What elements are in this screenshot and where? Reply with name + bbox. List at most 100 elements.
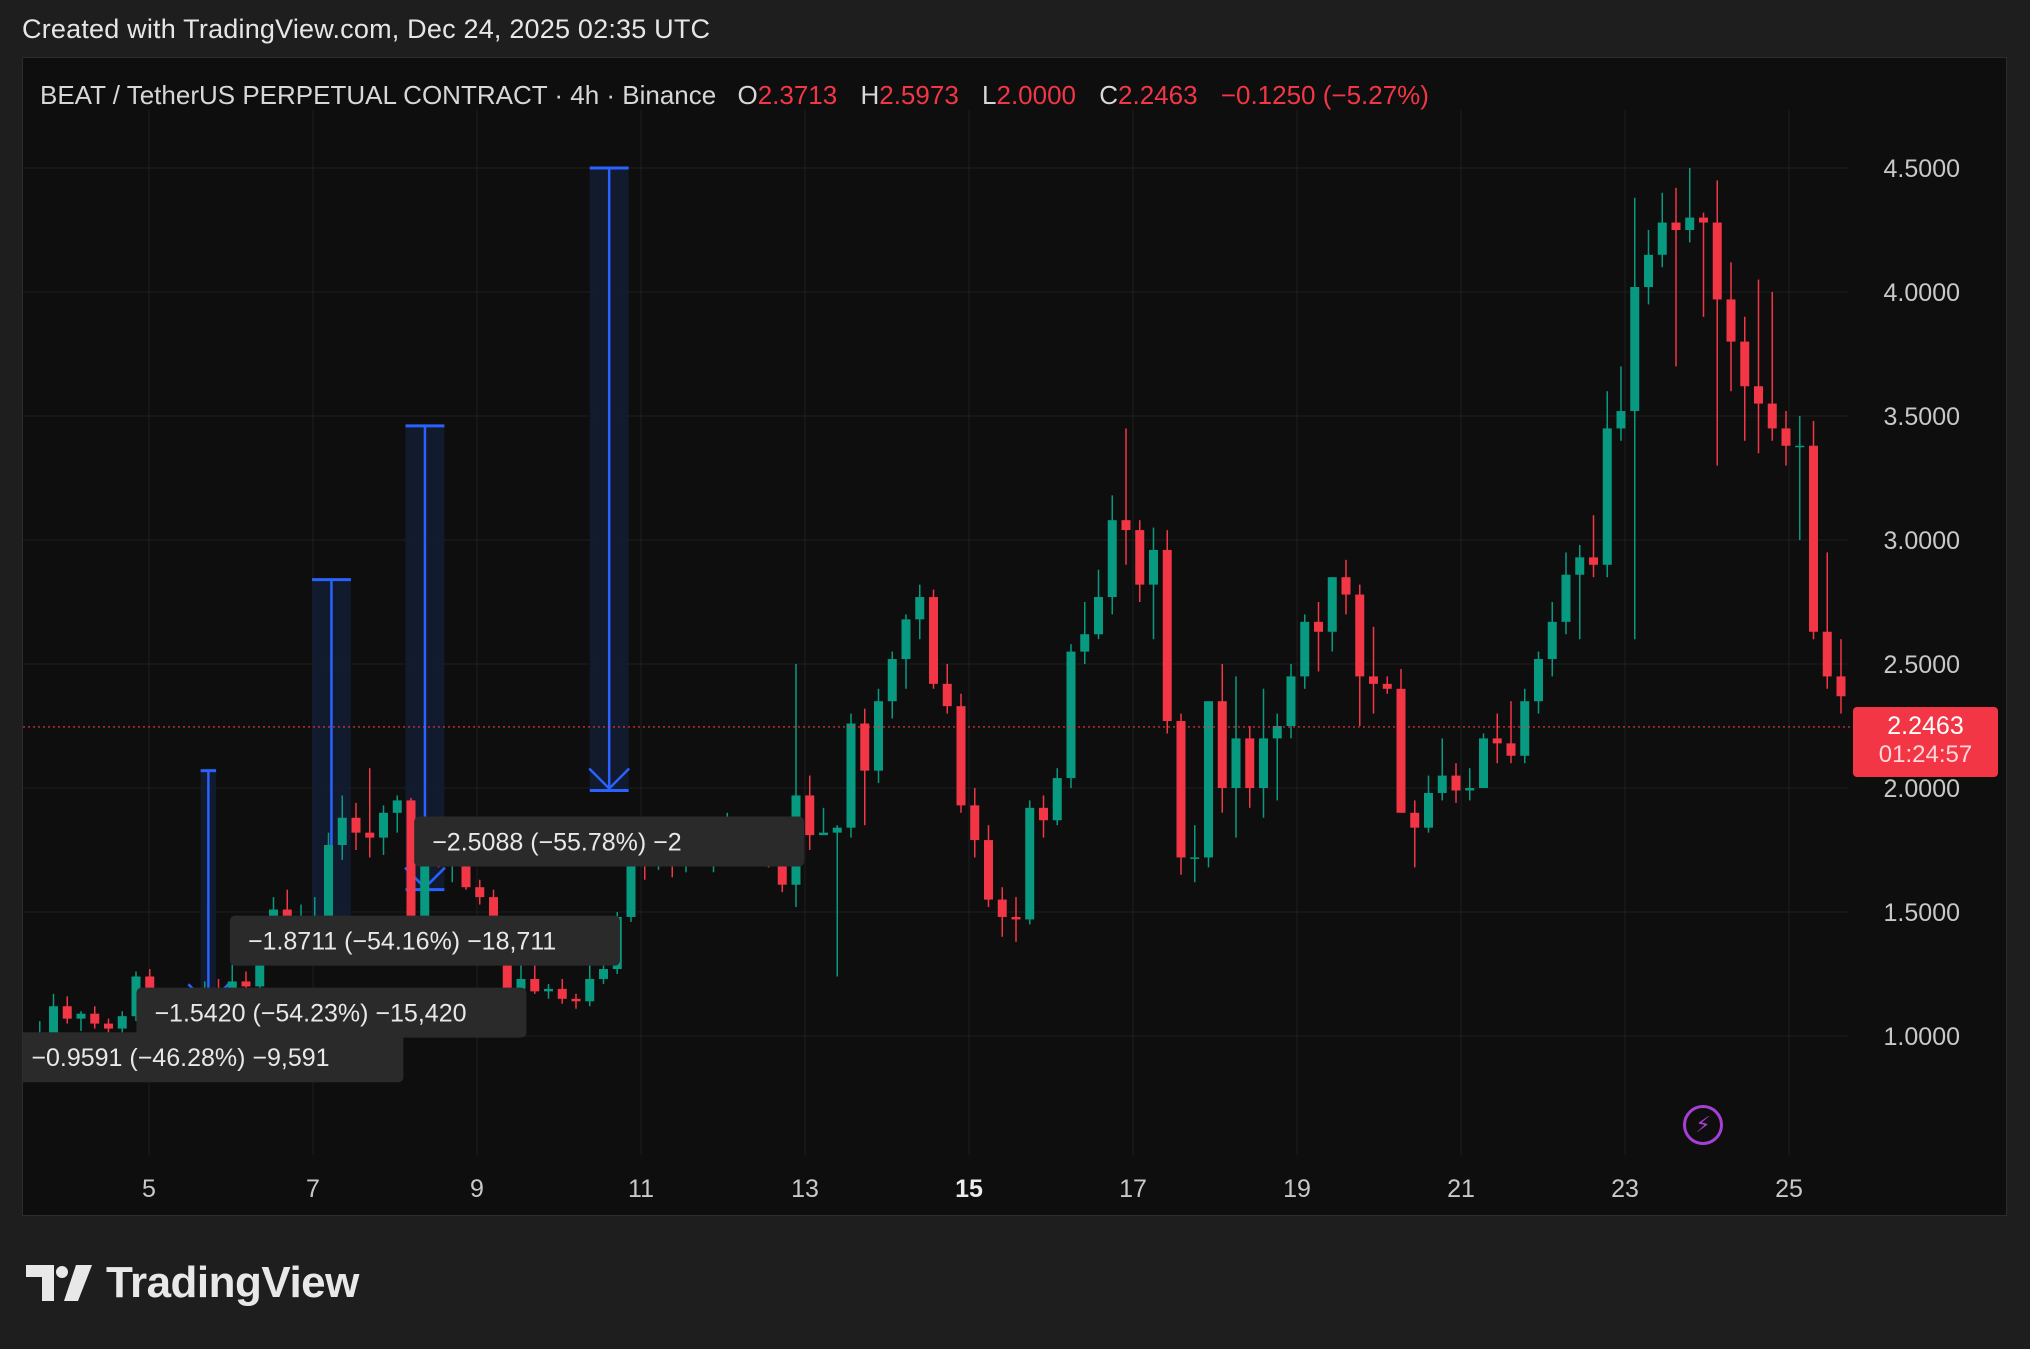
time-tick-label: 25 (1775, 1175, 1803, 1203)
price-axis[interactable]: 1.0000 1.5000 2.0000 2.5000 3.0000 3.5000 4.00… (1884, 155, 1960, 1051)
candle-body (805, 795, 815, 836)
lightning-icon[interactable]: ⚡ (1683, 1105, 1723, 1145)
candle-body (1547, 621, 1557, 660)
time-tick-label: 19 (1283, 1175, 1311, 1203)
tradingview-logo-icon (26, 1265, 92, 1301)
candle-body (49, 1006, 58, 1044)
price-tick-label: 1.0000 (1884, 1023, 1960, 1051)
candle-body (585, 978, 595, 1002)
candle-body (1740, 341, 1750, 387)
candle-body (942, 683, 952, 707)
candle-body (324, 845, 333, 917)
candle-body (1726, 299, 1736, 342)
candle-body (846, 723, 856, 828)
candle-body (420, 852, 430, 922)
candle-body (475, 887, 485, 898)
candle-body (1011, 916, 1021, 920)
candle-body (1121, 520, 1131, 531)
candle-body (1259, 738, 1268, 788)
candle-body (887, 659, 897, 702)
price-range-label: −2.5088 (−55.78%) −2 (432, 828, 682, 856)
candle-body (131, 976, 141, 1017)
created-with-text: Created with TradingView.com, Dec 24, 20… (22, 14, 711, 44)
candle-body (1396, 688, 1406, 813)
candle-body (1176, 721, 1186, 858)
candle-body (1465, 788, 1475, 791)
candle-body (1162, 549, 1172, 722)
candle-body (571, 998, 581, 1002)
candle-body (1589, 557, 1598, 565)
candle-body (1286, 676, 1296, 726)
last-price-value: 2.2463 (1887, 711, 1964, 740)
candle-body (1836, 676, 1846, 697)
candle-body (1080, 634, 1090, 652)
candle-body (544, 988, 553, 992)
price-tick-label: 3.0000 (1884, 527, 1960, 555)
price-range-arrowhead (588, 767, 631, 791)
candle-body (1369, 676, 1378, 684)
candle-body (502, 954, 512, 989)
candle-body (984, 840, 993, 900)
candle-body (1795, 445, 1805, 448)
candle-body (337, 817, 347, 846)
candle-body (1300, 621, 1310, 677)
candle-body (1575, 557, 1585, 575)
candle-body (1355, 594, 1365, 677)
tradingview-logo: TradingView (26, 1258, 359, 1308)
high-label: H (860, 80, 880, 110)
candle-body (90, 1013, 100, 1024)
symbol-name[interactable]: BEAT / TetherUS PERPETUAL CONTRACT · 4h … (40, 80, 717, 110)
candle-body (1616, 411, 1626, 429)
close-value: 2.2463 (1118, 80, 1198, 110)
time-axis[interactable]: 5 7 9 11 13 15 17 19 21 23 25 (142, 1175, 1803, 1203)
bar-countdown: 01:24:57 (1878, 740, 1973, 768)
candle-body (104, 1023, 113, 1029)
candle-body (1327, 577, 1337, 632)
candle-body (1341, 577, 1351, 595)
candle-body (915, 597, 925, 620)
candle-body (1272, 726, 1282, 739)
candle-body (1204, 701, 1213, 858)
candle-body (1231, 738, 1241, 788)
time-tick-label: 23 (1611, 1175, 1639, 1203)
candle-body (1809, 445, 1818, 632)
symbol-legend: BEAT / TetherUS PERPETUAL CONTRACT · 4h … (40, 80, 1445, 111)
candle-body (117, 1016, 127, 1029)
candle-body (76, 1013, 86, 1019)
candle-body (1025, 807, 1035, 920)
candle-body (1767, 403, 1777, 429)
candle-body (1190, 857, 1200, 859)
time-tick-label: 15 (955, 1175, 983, 1203)
candle-body (516, 978, 526, 989)
candle-body (956, 706, 966, 806)
candle-body (1410, 812, 1420, 828)
candle-body (860, 723, 870, 771)
open-value: 2.3713 (757, 80, 838, 110)
candle-body (1822, 631, 1832, 677)
price-tick-label: 3.5000 (1884, 403, 1960, 431)
candle-body (901, 619, 911, 660)
price-tick-label: 2.0000 (1884, 775, 1960, 803)
change-value: −0.1250 (−5.27%) (1220, 80, 1429, 110)
candle-body (406, 800, 416, 922)
candle-body (1644, 254, 1653, 288)
candle-body (530, 978, 540, 992)
price-range-label: −0.9591 (−46.28%) −9,591 (31, 1044, 329, 1072)
candle-body (1506, 743, 1516, 756)
time-tick-label: 11 (628, 1175, 654, 1203)
price-range-label-bg (414, 816, 805, 867)
candle-body (1217, 701, 1227, 788)
time-tick-label: 17 (1119, 1175, 1147, 1203)
time-tick-label: 7 (306, 1175, 320, 1203)
candle-body (874, 701, 883, 771)
price-range-label-bg (229, 915, 620, 966)
candle-body (1135, 530, 1145, 585)
candle-body (1149, 549, 1158, 585)
candle-body (929, 597, 938, 684)
candle-body (379, 812, 388, 838)
price-tick-label: 2.5000 (1884, 651, 1960, 679)
candle-body (832, 827, 842, 833)
price-range-labels: −0.9591 (−46.28%) −9,591 −1.5420 (−54.23%… (23, 816, 805, 1083)
candle-body (1245, 738, 1255, 788)
